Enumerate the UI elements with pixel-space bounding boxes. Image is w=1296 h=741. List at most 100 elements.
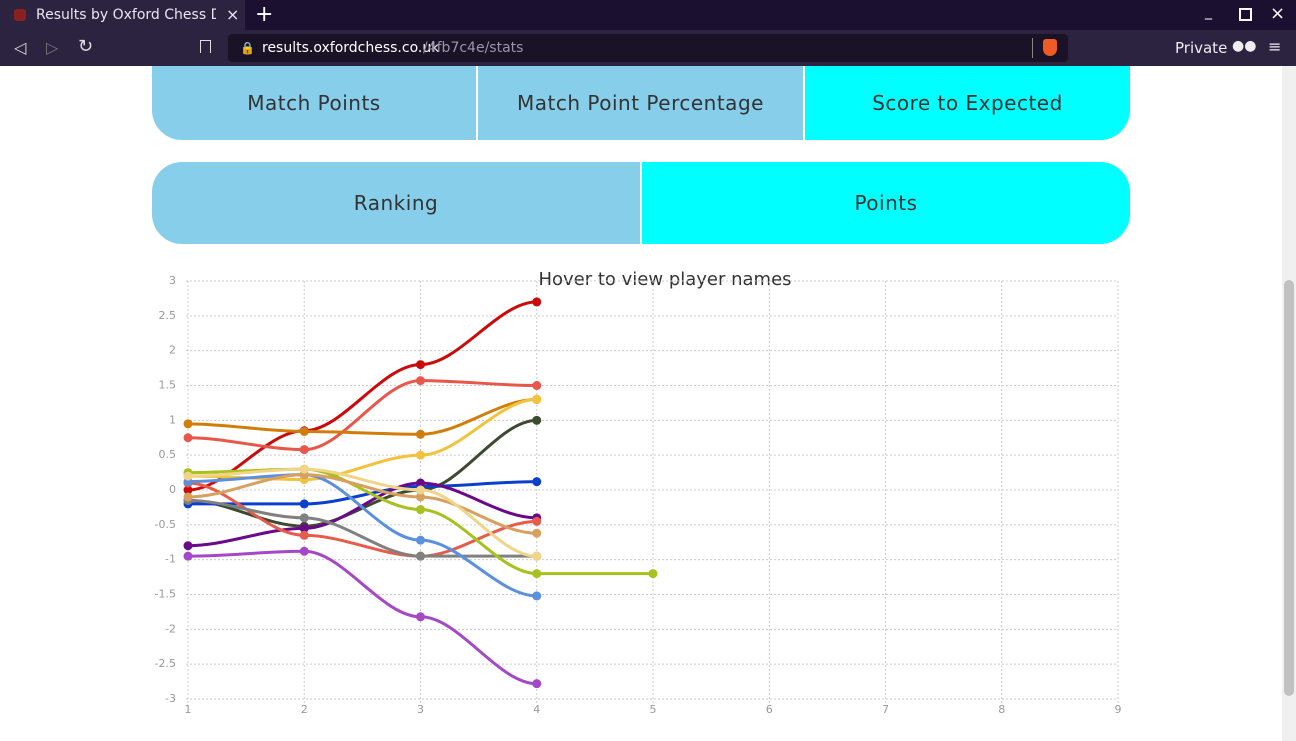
series-line	[188, 480, 537, 506]
y-tick-label: -1	[165, 553, 176, 566]
point[interactable]	[299, 426, 309, 436]
series-line	[187, 481, 537, 548]
point[interactable]	[416, 492, 425, 502]
y-tick-label: 0	[169, 483, 176, 496]
y-tick-label: 1.5	[159, 379, 177, 392]
forward[interactable]: ▷	[46, 38, 59, 57]
series-line	[187, 549, 537, 686]
brave-icon[interactable]	[1043, 39, 1057, 56]
point[interactable]	[299, 513, 309, 523]
point[interactable]	[532, 477, 542, 487]
tab-button[interactable]: Match Point Percentage	[478, 66, 803, 140]
point[interactable]	[183, 419, 193, 429]
tab-button[interactable]: Ranking	[152, 162, 640, 244]
scrollbar	[1282, 66, 1296, 741]
x-tick-label: 3	[417, 703, 424, 716]
tab[interactable]: Results by Oxford Chess D ×	[0, 0, 245, 30]
point[interactable]	[416, 360, 425, 370]
x-tick-label: 8	[998, 703, 1005, 716]
tab-title: Results by Oxford Chess D	[36, 7, 216, 23]
point[interactable]	[299, 530, 309, 540]
x-tick-label: 4	[533, 703, 540, 716]
tab-button[interactable]: Points	[642, 162, 1130, 244]
private-icon: ●●	[1232, 38, 1257, 54]
separator	[1032, 38, 1033, 58]
point[interactable]	[532, 528, 542, 538]
series-line	[187, 467, 537, 558]
y-tick-label: -2	[165, 622, 176, 635]
y-tick-label: -2.5	[155, 657, 176, 670]
series-line	[187, 498, 537, 558]
point[interactable]	[416, 478, 425, 488]
point[interactable]	[416, 429, 425, 439]
point[interactable]	[299, 523, 309, 533]
tab-button[interactable]: Score to Expected	[805, 66, 1130, 140]
series-line	[187, 397, 537, 482]
point[interactable]	[416, 551, 425, 561]
point[interactable]	[299, 546, 309, 556]
point[interactable]	[183, 471, 193, 481]
menu[interactable]: ≡	[1268, 37, 1282, 56]
series-line	[187, 473, 537, 598]
y-tick-label: 0.5	[159, 448, 177, 461]
series-line	[187, 473, 537, 535]
point[interactable]	[299, 445, 309, 455]
favicon	[14, 9, 26, 21]
point[interactable]	[416, 376, 425, 386]
point[interactable]	[416, 612, 425, 622]
tab-close[interactable]: ×	[226, 5, 240, 24]
x-tick-label: 2	[301, 703, 308, 716]
y-tick-label: -1.5	[155, 588, 176, 601]
point[interactable]	[183, 551, 193, 561]
y-tick-label: 2	[169, 344, 176, 357]
new-tab[interactable]: +	[255, 2, 274, 27]
chart-title: Hover to view player names	[538, 269, 791, 290]
point[interactable]	[416, 535, 425, 545]
x-tick-label: 5	[650, 703, 657, 716]
point[interactable]	[183, 433, 193, 443]
tab-button[interactable]: Match Points	[152, 66, 476, 140]
point[interactable]	[648, 569, 658, 579]
point[interactable]	[532, 381, 542, 390]
point[interactable]	[532, 679, 542, 689]
minimize[interactable]: _	[1205, 4, 1212, 20]
chart: Hover to view player names -3 -2.5 -2 -1.5 -…	[155, 269, 1122, 716]
y-tick-label: 1	[169, 413, 176, 426]
reload[interactable]: ↻	[78, 36, 94, 57]
point[interactable]	[416, 505, 425, 515]
x-tick-label: 7	[882, 703, 889, 716]
url-path: /4fb7c4e/stats	[423, 40, 524, 56]
point[interactable]	[183, 541, 193, 551]
url-host: results.oxfordchess.co.uk	[262, 40, 440, 56]
point[interactable]	[299, 464, 309, 474]
point[interactable]	[183, 492, 193, 502]
point[interactable]	[532, 591, 542, 601]
back[interactable]: ◁	[14, 38, 27, 57]
point[interactable]	[532, 516, 542, 526]
x-tick-label: 9	[1115, 703, 1122, 716]
point[interactable]	[416, 450, 425, 460]
y-tick-label: 2.5	[159, 309, 177, 322]
point[interactable]	[532, 415, 542, 425]
y-tick-label: -3	[165, 692, 176, 705]
point[interactable]	[416, 485, 425, 495]
series-line	[187, 300, 537, 492]
point[interactable]	[183, 485, 193, 495]
lock-icon: 🔒	[240, 41, 255, 55]
scrollbar-thumb[interactable]	[1284, 280, 1294, 696]
address-bar[interactable]: 🔒 results.oxfordchess.co.uk /4fb7c4e/sta…	[228, 34, 1068, 62]
bookmark[interactable]	[200, 40, 211, 53]
y-tick-label: 3	[169, 274, 176, 287]
point[interactable]	[532, 297, 542, 307]
point[interactable]	[532, 394, 542, 404]
point[interactable]	[532, 569, 542, 579]
series-line	[187, 397, 537, 436]
y-tick-label: -0.5	[155, 518, 176, 531]
maximize[interactable]	[1239, 8, 1252, 21]
private-label: Private	[1175, 39, 1228, 57]
point[interactable]	[532, 551, 542, 561]
point[interactable]	[299, 499, 309, 509]
close-window[interactable]: ×	[1270, 3, 1286, 24]
x-tick-label: 6	[766, 703, 773, 716]
